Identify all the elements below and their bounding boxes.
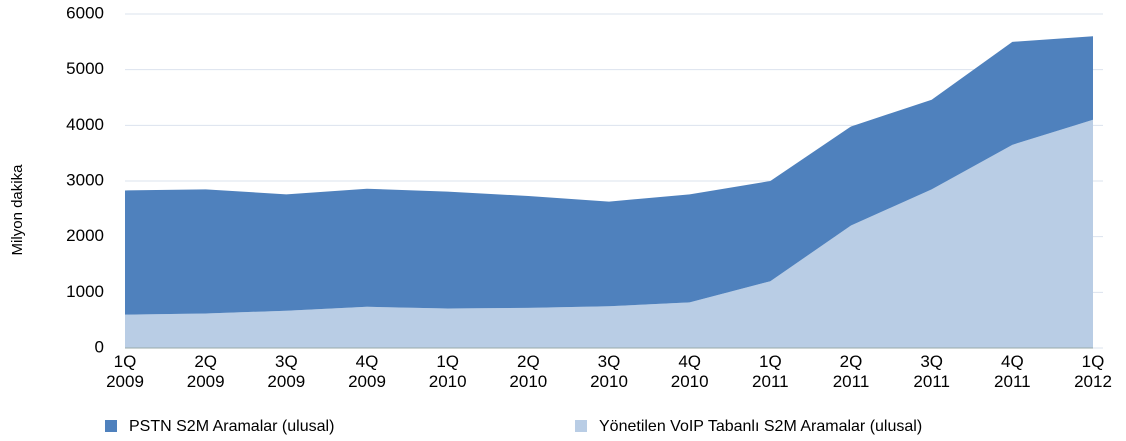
x-tick-label: 1Q 2012 bbox=[1074, 352, 1112, 391]
x-tick-label: 3Q 2011 bbox=[913, 352, 950, 391]
x-tick-label: 1Q 2010 bbox=[429, 352, 467, 391]
y-tick-label: 1000 bbox=[66, 282, 104, 301]
y-tick-label: 6000 bbox=[66, 3, 104, 22]
legend-label: PSTN S2M Aramalar (ulusal) bbox=[129, 418, 334, 435]
legend-swatch bbox=[575, 420, 587, 432]
x-tick-label: 3Q 2009 bbox=[267, 352, 305, 391]
x-tick-label: 4Q 2010 bbox=[671, 352, 709, 391]
y-tick-label: 2000 bbox=[66, 226, 104, 245]
x-tick-label: 2Q 2010 bbox=[509, 352, 547, 391]
x-tick-label: 1Q 2011 bbox=[752, 352, 789, 391]
x-tick-label: 3Q 2010 bbox=[590, 352, 628, 391]
x-tick-label: 2Q 2009 bbox=[187, 352, 225, 391]
y-tick-label: 5000 bbox=[66, 59, 104, 78]
x-tick-label: 4Q 2009 bbox=[348, 352, 386, 391]
y-tick-label: 4000 bbox=[66, 115, 104, 134]
y-axis-label: Milyon dakika bbox=[9, 164, 26, 256]
y-tick-label: 3000 bbox=[66, 170, 104, 189]
x-tick-label: 1Q 2009 bbox=[106, 352, 144, 391]
area bbox=[125, 36, 1093, 315]
legend-swatch bbox=[105, 420, 117, 432]
x-tick-label: 2Q 2011 bbox=[833, 352, 870, 391]
y-tick-label: 0 bbox=[95, 337, 104, 356]
legend-label: Yönetilen VoIP Tabanlı S2M Aramalar (ulu… bbox=[599, 418, 922, 435]
area bbox=[125, 119, 1093, 349]
x-tick-label: 4Q 2011 bbox=[994, 352, 1031, 391]
